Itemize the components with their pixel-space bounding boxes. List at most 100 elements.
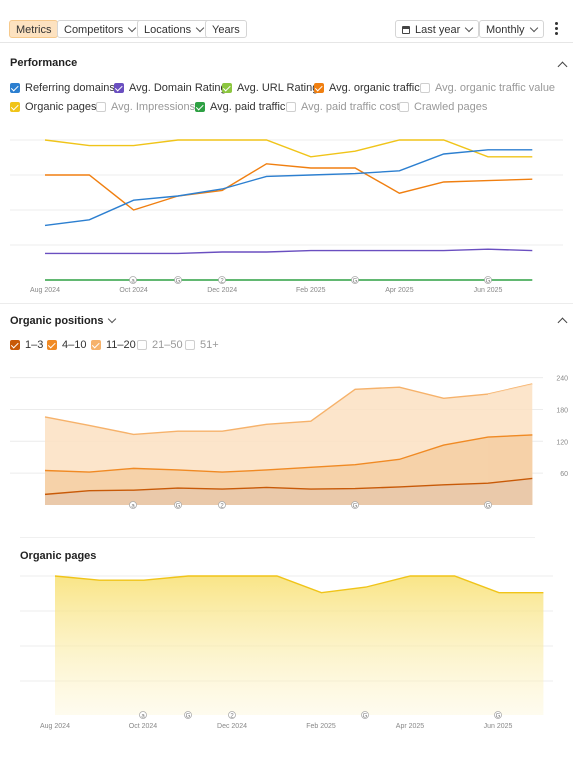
checkbox-icon [91, 340, 101, 350]
granularity-select[interactable]: Monthly [479, 20, 544, 38]
performance-legend-avg-organic-traffic[interactable]: Avg. organic traffic [314, 82, 420, 94]
annotation-marker[interactable]: G [174, 276, 182, 285]
granularity-label: Monthly [486, 24, 525, 36]
annotation-label: G [353, 503, 358, 509]
tab-years[interactable]: Years [205, 20, 247, 38]
positions-legend-1-3[interactable]: 1–3 [10, 339, 43, 351]
annotation-marker[interactable]: G [494, 711, 502, 720]
annotation-marker[interactable]: G [184, 711, 192, 720]
x-tick-label: Feb 2025 [296, 287, 326, 294]
legend-label: Avg. Impressions [111, 101, 196, 113]
tab-metrics[interactable]: Metrics [9, 20, 59, 38]
positions-legend-21-50[interactable]: 21–50 [137, 339, 183, 351]
x-tick-label: Oct 2024 [119, 287, 148, 294]
series-line-organic-pages [44, 139, 533, 158]
annotation-marker[interactable]: G [174, 501, 182, 510]
series-area-1-3-tail [488, 478, 533, 505]
series-line-11-20 [44, 386, 489, 436]
series-line-4-10-tail [487, 434, 533, 438]
performance-legend-crawled-pages[interactable]: Crawled pages [399, 101, 487, 113]
performance-legend-avg-paid-traffic[interactable]: Avg. paid traffic [195, 101, 285, 113]
tab-metrics-label: Metrics [16, 24, 52, 36]
legend-label: Avg. organic traffic value [435, 82, 556, 94]
legend-label: 21–50 [152, 339, 183, 351]
annotation-marker[interactable]: G [484, 501, 492, 510]
x-tick-label: Dec 2024 [217, 723, 247, 730]
legend-label: Referring domains [25, 82, 115, 94]
performance-legend-avg-impressions[interactable]: Avg. Impressions [96, 101, 195, 113]
y-tick-label: 240 [556, 376, 568, 383]
annotation-marker[interactable]: a [139, 711, 147, 720]
organic-positions-title-label: Organic positions [10, 315, 104, 327]
organic-positions-title[interactable]: Organic positions [10, 314, 116, 327]
tab-locations[interactable]: Locations [137, 20, 211, 38]
performance-legend-referring-domains[interactable]: Referring domains [10, 82, 115, 94]
series-area-1-3 [45, 478, 533, 505]
annotation-marker[interactable]: G [351, 276, 359, 285]
positions-legend-51[interactable]: 51+ [185, 339, 219, 351]
x-tick-label: Apr 2025 [396, 723, 425, 730]
section-divider [0, 303, 573, 304]
organic-pages-title: Organic pages [20, 550, 97, 562]
performance-legend-avg-organic-traffic-value[interactable]: Avg. organic traffic value [420, 82, 555, 94]
performance-legend-organic-pages[interactable]: Organic pages [10, 101, 97, 113]
performance-legend-avg-url-rating[interactable]: Avg. URL Rating [222, 82, 318, 94]
annotation-label: G [496, 713, 501, 719]
series-area-organic-pages [55, 576, 544, 715]
period-label: Last year [415, 24, 461, 36]
positions-legend-4-10[interactable]: 4–10 [47, 339, 86, 351]
legend-label: Avg. paid traffic [210, 101, 286, 113]
performance-legend-avg-domain-rating[interactable]: Avg. Domain Rating [114, 82, 227, 94]
series-line-avg-domain-rating [45, 248, 533, 255]
annotation-marker[interactable]: a [129, 276, 137, 285]
legend-label: 11–20 [106, 339, 136, 351]
annotation-label: G [186, 713, 191, 719]
performance-legend-avg-paid-traffic-cost[interactable]: Avg. paid traffic cost [286, 101, 400, 113]
annotation-marker[interactable]: a [129, 501, 137, 510]
x-tick-label: Apr 2025 [385, 287, 414, 294]
x-tick-label: Jun 2025 [474, 287, 503, 294]
legend-label: Avg. URL Rating [237, 82, 319, 94]
annotation-label: G [353, 278, 358, 284]
annotation-label: G [486, 278, 491, 284]
tab-competitors-label: Competitors [64, 24, 124, 36]
toolbar: Metrics Competitors Locations Years Last… [0, 0, 573, 43]
checkbox-icon [137, 340, 147, 350]
annotation-marker[interactable]: 2 [218, 276, 226, 285]
tab-competitors[interactable]: Competitors [57, 20, 143, 38]
annotation-marker[interactable]: G [351, 501, 359, 510]
legend-label: 4–10 [62, 339, 87, 351]
checkbox-icon [399, 102, 409, 112]
series-line-referring-domains [44, 149, 533, 227]
series-line-organic-pages [54, 575, 544, 594]
organic-positions-chart: 60 120 180 240 a G 2 G G [10, 376, 568, 510]
annotation-marker[interactable]: 2 [218, 501, 226, 510]
annotation-marker[interactable]: G [361, 711, 369, 720]
checkbox-icon [10, 340, 20, 350]
annotation-marker[interactable]: 2 [228, 711, 236, 720]
annotation-label: a [131, 503, 135, 509]
period-select[interactable]: Last year [395, 20, 480, 38]
checkbox-icon [10, 102, 20, 112]
checkbox-icon [47, 340, 57, 350]
more-options-icon[interactable] [551, 22, 561, 36]
positions-legend-11-20[interactable]: 11–20 [91, 339, 136, 351]
annotation-label: 2 [230, 713, 234, 719]
checkbox-icon [314, 83, 324, 93]
series-line-1-3 [44, 477, 533, 496]
y-tick-label: 60 [560, 471, 568, 478]
annotation-label: 2 [220, 503, 224, 509]
tab-locations-label: Locations [144, 24, 192, 36]
annotation-marker[interactable]: G [484, 276, 492, 285]
annotation-label: a [141, 713, 145, 719]
y-tick-label: 120 [556, 439, 568, 446]
series-line-4-10 [44, 434, 533, 473]
tab-years-label: Years [212, 24, 240, 36]
y-tick-label: 180 [556, 407, 568, 414]
x-tick-label: Jun 2025 [484, 723, 513, 730]
checkbox-icon [96, 102, 106, 112]
section-divider [20, 537, 535, 538]
x-tick-label: Oct 2024 [129, 723, 158, 730]
calendar-icon [402, 26, 410, 34]
legend-label: Organic pages [25, 101, 97, 113]
